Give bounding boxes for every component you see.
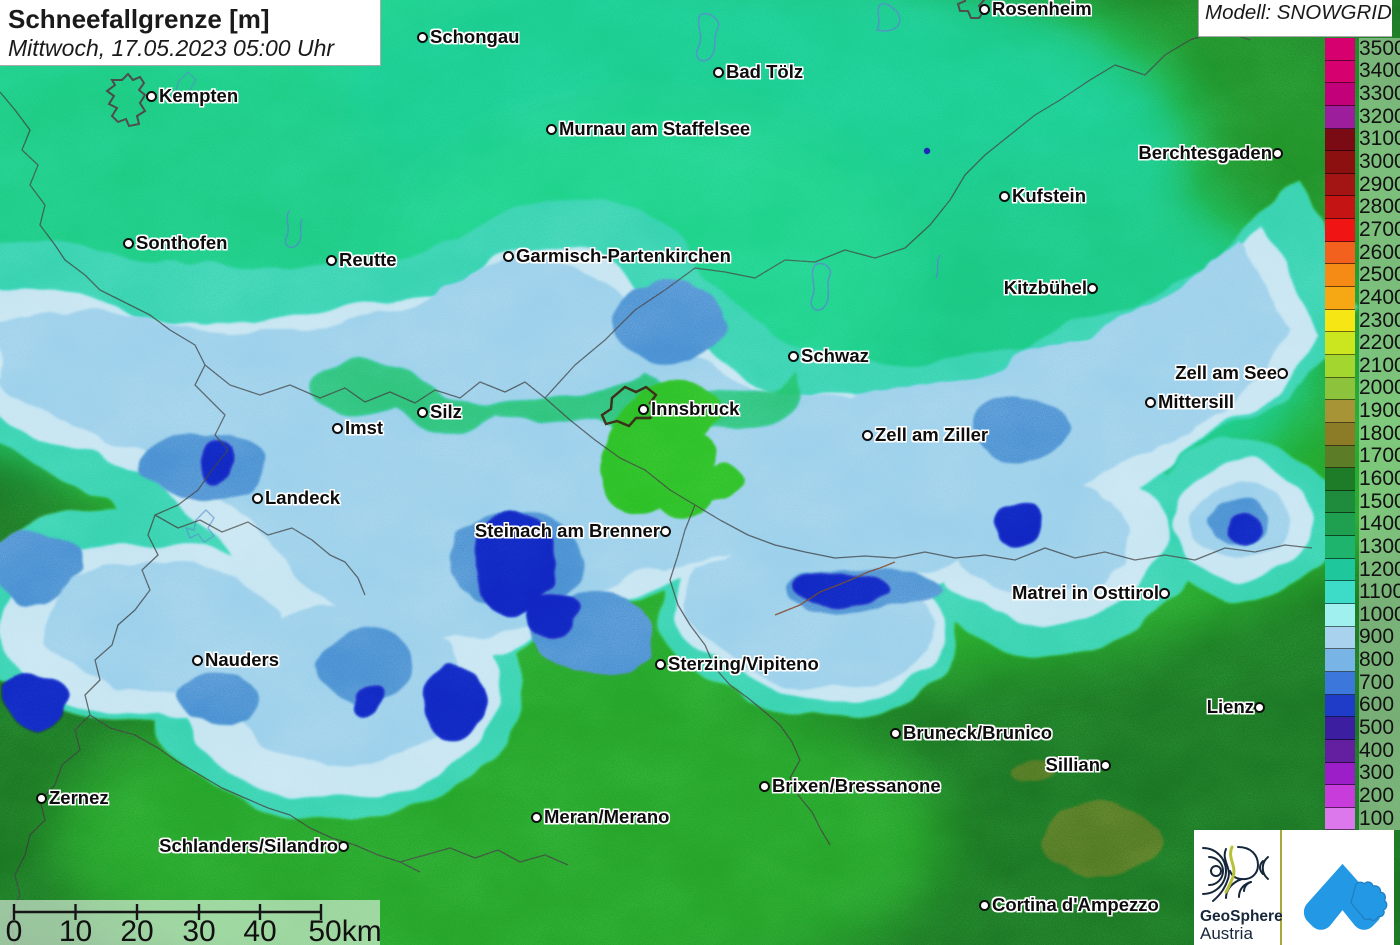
svg-text:GeoSphere: GeoSphere bbox=[1200, 908, 1282, 925]
svg-text:Austria: Austria bbox=[1200, 924, 1253, 943]
